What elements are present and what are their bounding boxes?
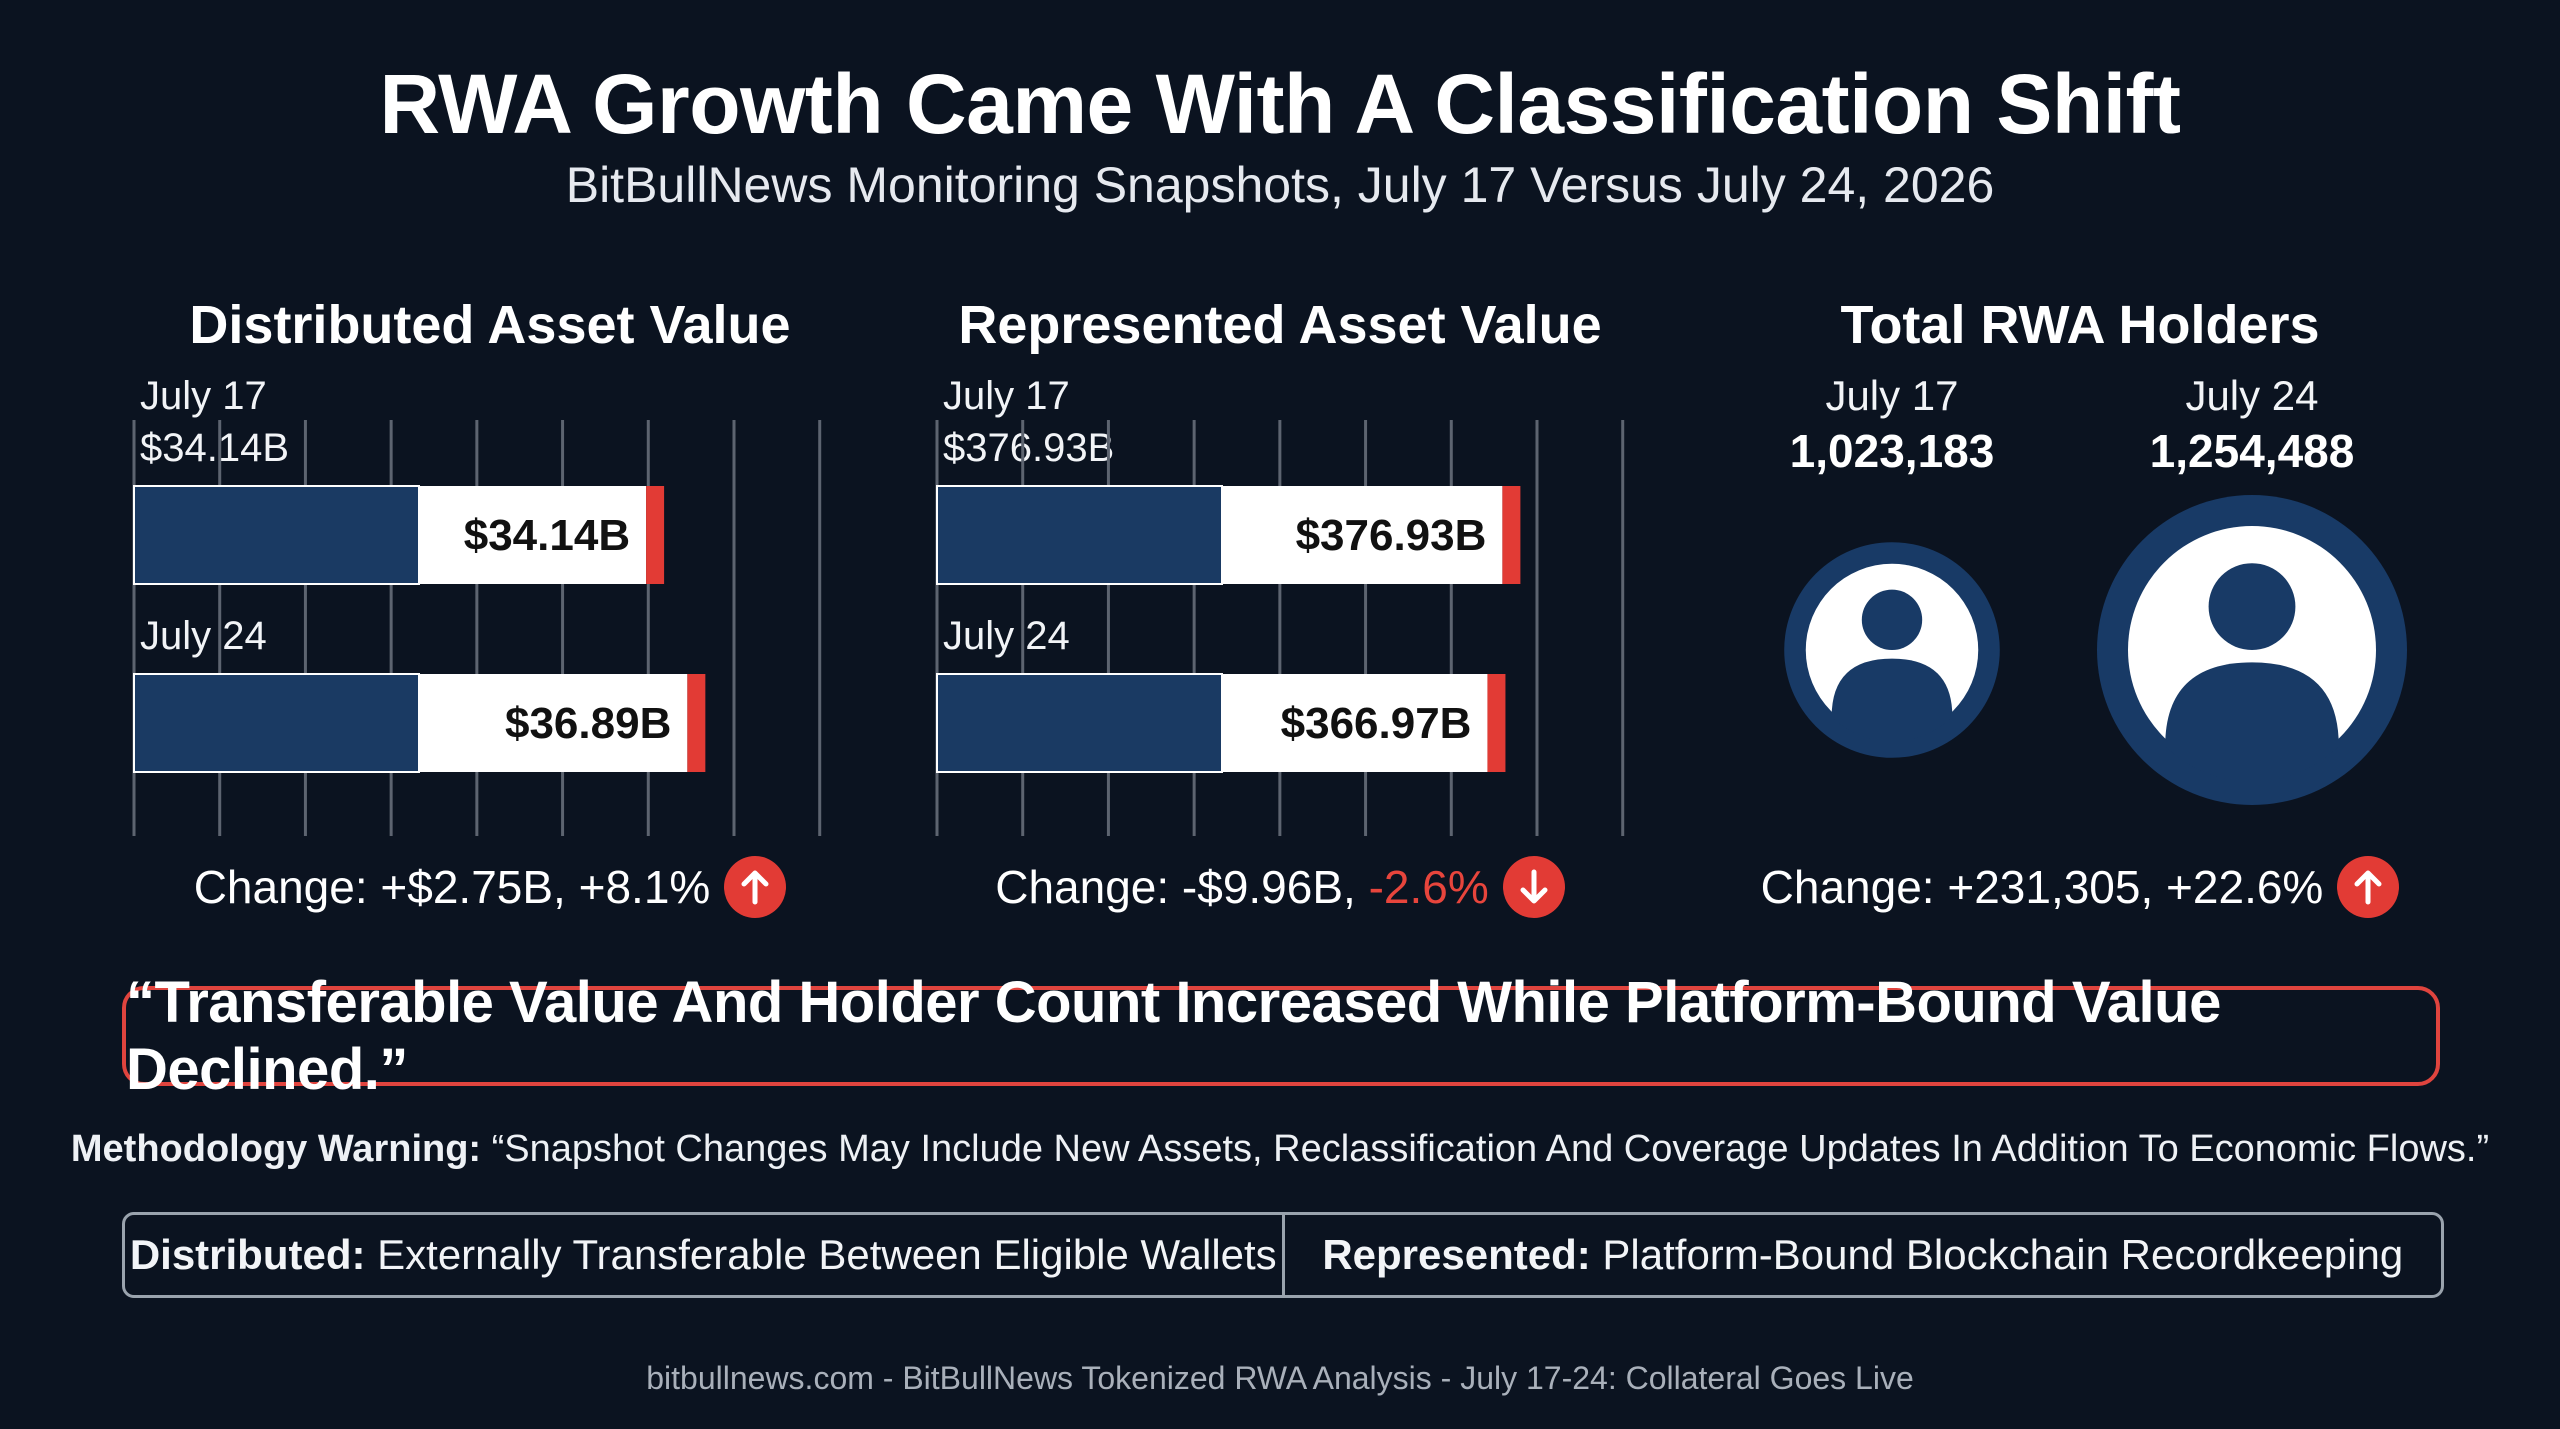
definition-divider — [1281, 1215, 1285, 1295]
distributed-change-text: Change: +$2.75B, +8.1% — [193, 861, 711, 914]
distributed-chart-title: Distributed Asset Value — [189, 295, 791, 355]
distributed-bar-end-0 — [646, 486, 665, 584]
holders-date-july17: July 17 — [1825, 372, 1959, 419]
represented-change-pct: -2.6% — [1368, 861, 1489, 914]
quote-box: “Transferable Value And Holder Count Inc… — [122, 970, 2440, 1102]
methodology-text: “Snapshot Changes May Include New Assets… — [481, 1128, 2490, 1170]
definition-term: Represented: — [1322, 1231, 1591, 1278]
definition-represented: Represented: Platform-Bound Blockchain R… — [1285, 1215, 2442, 1295]
distributed-bar-end-1 — [687, 674, 706, 772]
distributed-date-july24: July 24 — [140, 614, 267, 658]
represented-date-july17: July 17 — [943, 374, 1070, 418]
arrow-up-icon — [2337, 856, 2400, 918]
represented-chart-title: Represented Asset Value — [958, 295, 1602, 355]
quote-text: “Transferable Value And Holder Count Inc… — [126, 970, 2221, 1102]
distributed-top-value: $34.14B — [140, 426, 290, 470]
definition-text: Externally Transferable Between Eligible… — [365, 1231, 1277, 1278]
distributed-change: Change: +$2.75B, +8.1% — [90, 856, 890, 922]
represented-bar-segment-0 — [936, 485, 1223, 585]
definition-term: Distributed: — [129, 1231, 366, 1278]
represented-change-text: Change: -$9.96B, — [995, 861, 1369, 914]
definition-text: Platform-Bound Blockchain Recordkeeping — [1590, 1231, 2404, 1278]
holders-value-july24: 1,254,488 — [2149, 425, 2355, 477]
represented-top-value: $376.93B — [943, 426, 1115, 470]
distributed-bar-segment-0 — [133, 485, 420, 585]
holders-change: Change: +231,305, +22.6% — [1680, 856, 2480, 922]
distributed-data-label-0: $34.14B — [464, 511, 630, 560]
methodology-warning: Methodology Warning: “Snapshot Changes M… — [0, 1128, 2560, 1171]
holders-value-july17: 1,023,183 — [1789, 425, 1995, 477]
definitions-box: Distributed: Externally Transferable Bet… — [122, 1212, 2444, 1298]
distributed-date-july17: July 17 — [140, 374, 267, 418]
page-subtitle: BitBullNews Monitoring Snapshots, July 1… — [565, 157, 1995, 213]
represented-date-july24: July 24 — [943, 614, 1070, 658]
methodology-label: Methodology Warning: — [70, 1128, 482, 1170]
represented-bar-segment-1 — [936, 673, 1223, 773]
holders-chart-title: Total RWA Holders — [1840, 295, 2320, 355]
holders-pictogram — [1784, 495, 2407, 805]
distributed-bar-chart: $34.14B $36.89B — [132, 420, 822, 836]
represented-bar-end-1 — [1487, 674, 1506, 772]
page-title: RWA Growth Came With A Classification Sh… — [379, 57, 2182, 151]
definition-distributed: Distributed: Externally Transferable Bet… — [125, 1215, 1282, 1295]
represented-data-label-1: $366.97B — [1281, 699, 1472, 748]
distributed-bar-segment-1 — [133, 673, 420, 773]
holders-change-text: Change: +231,305, +22.6% — [1760, 861, 2324, 914]
represented-bar-chart: $376.93B $366.97B — [935, 420, 1625, 836]
arrow-down-icon — [1502, 856, 1565, 918]
represented-change: Change: -$9.96B, -2.6% — [880, 856, 1680, 922]
represented-bar-end-0 — [1502, 486, 1521, 584]
user-icon — [2097, 495, 2407, 805]
holders-date-july24: July 24 — [2185, 372, 2319, 419]
user-icon — [1784, 542, 2000, 758]
distributed-data-label-1: $36.89B — [505, 699, 671, 748]
footer: bitbullnews.com - BitBullNews Tokenized … — [646, 1360, 1914, 1396]
arrow-up-icon — [724, 856, 787, 918]
represented-data-label-0: $376.93B — [1296, 511, 1487, 560]
